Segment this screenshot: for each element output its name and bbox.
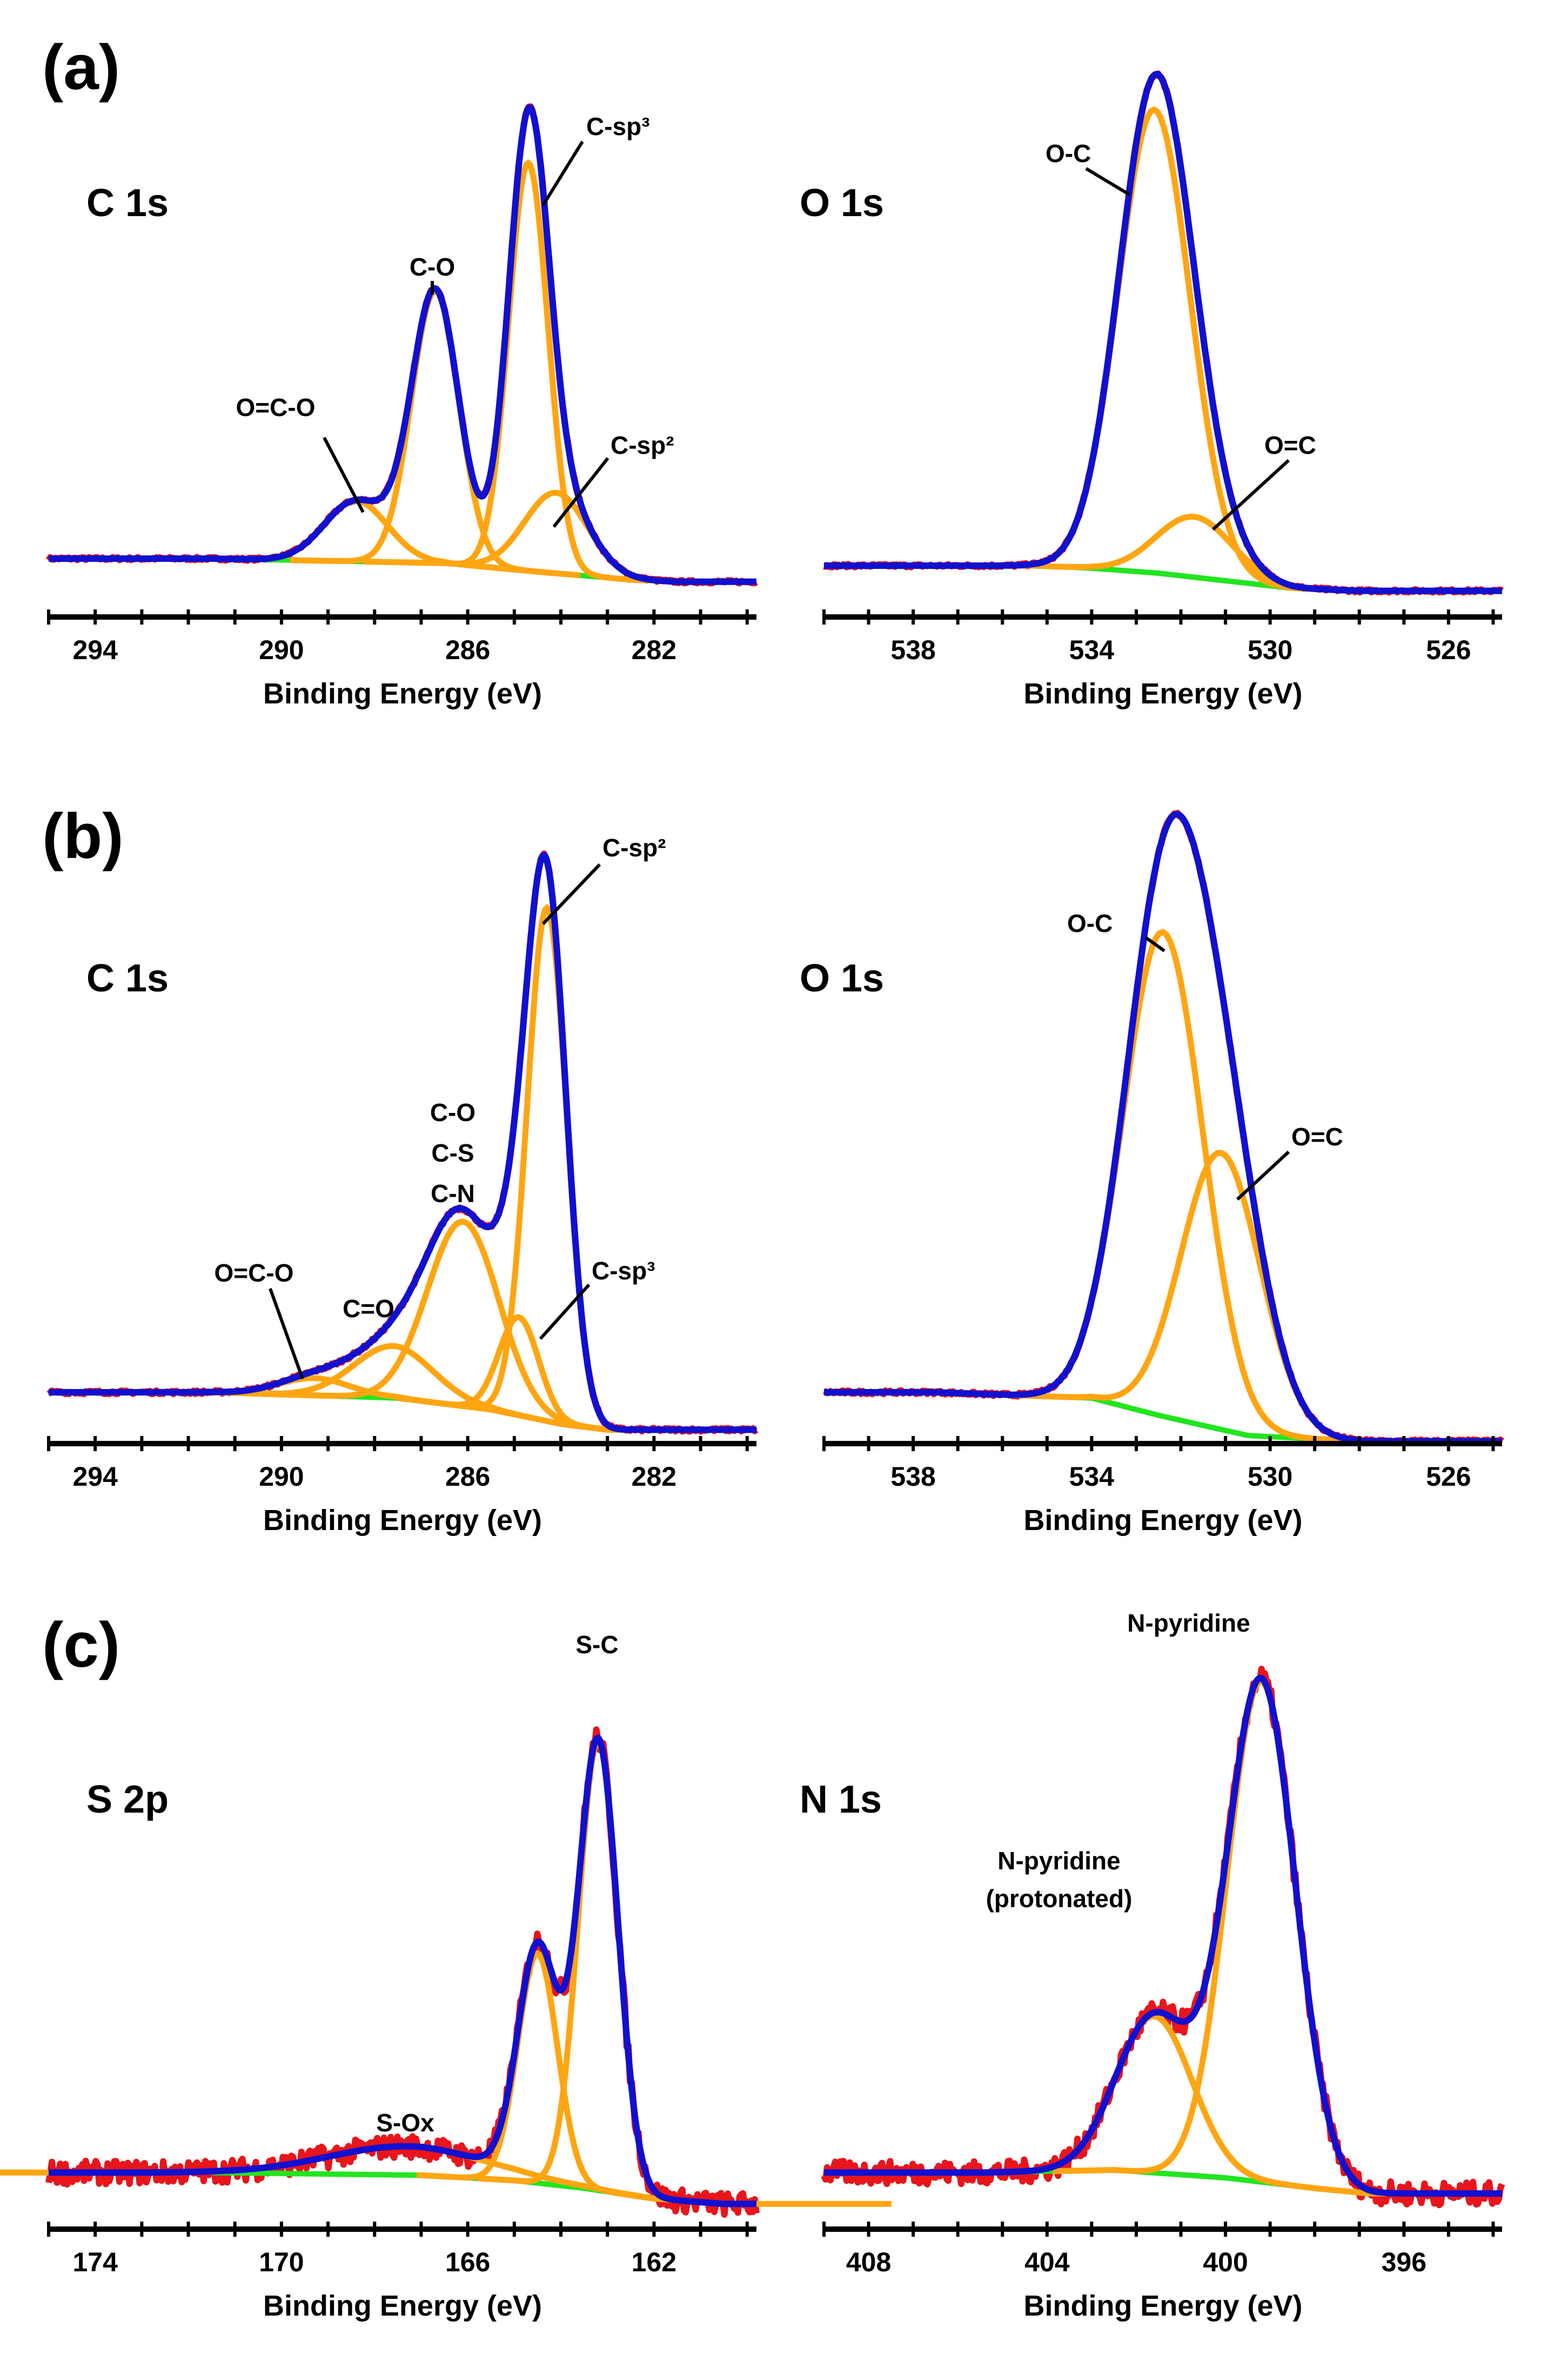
x-tick-label: 526 xyxy=(1426,635,1471,665)
x-axis-label: Binding Energy (eV) xyxy=(1023,677,1302,710)
peak-label-b-csp2: C-sp² xyxy=(602,834,666,862)
panel-a-c1s: 294 290 286 282 Binding Energy (eV) xyxy=(45,103,758,710)
peak-label-a-odc: O=C xyxy=(1264,431,1316,459)
x-tick-label: 538 xyxy=(890,1461,935,1492)
x-tick-label: 290 xyxy=(259,635,304,665)
panel-title-b-c1s: C 1s xyxy=(86,957,169,1000)
x-tick-label: 534 xyxy=(1069,1461,1115,1492)
peak-label-b-cn: C-N xyxy=(431,1179,475,1208)
panel-title-a-o1s: O 1s xyxy=(800,182,884,225)
peak-label-c-sox: S-Ox xyxy=(376,2109,434,2137)
peak-label-b-ococ: O=C-O xyxy=(215,1259,294,1287)
peak-label-b-cs: C-S xyxy=(431,1139,474,1167)
annotation-leader-line xyxy=(323,437,365,513)
x-tick-label: 162 xyxy=(632,2247,676,2277)
panel-title-c-s2p: S 2p xyxy=(86,1778,169,1821)
envelope-fit-line xyxy=(822,1674,1504,2197)
x-tick-label: 286 xyxy=(445,635,490,665)
panel-c-n1s: 408 404 400 396 Binding Energy (eV) xyxy=(821,1666,1505,2322)
peak-label-a-co: C-O xyxy=(410,253,455,281)
panel-title-c-n1s: N 1s xyxy=(800,1778,882,1821)
x-axis-label: Binding Energy (eV) xyxy=(263,677,542,710)
x-tick-label: 294 xyxy=(72,1461,118,1492)
peak-label-a-csp2: C-sp² xyxy=(611,431,674,459)
x-tick-label: 404 xyxy=(1024,2247,1070,2277)
panel-title-a-c1s: C 1s xyxy=(86,182,169,225)
panel-b-o1s: 538 534 530 526 Binding Energy (eV) xyxy=(822,809,1505,1537)
peak-label-c-sc: S-C xyxy=(575,1631,618,1659)
peak-label-c-protonated: (protonated) xyxy=(986,1884,1133,1913)
x-tick-label: 282 xyxy=(632,1461,676,1492)
annotation-leader-line xyxy=(539,1283,591,1340)
x-axis-label: Binding Energy (eV) xyxy=(1023,1504,1302,1537)
peak-label-c-npyr-prot: N-pyridine xyxy=(997,1847,1120,1875)
x-tick-label: 408 xyxy=(846,2247,891,2277)
peak-label-b-odc: O=C xyxy=(1291,1123,1343,1151)
annotation-leader-line xyxy=(552,457,609,528)
peak-label-a-csp3: C-sp³ xyxy=(586,112,650,140)
peak-label-b-oc: O-C xyxy=(1067,909,1113,937)
x-tick-label: 534 xyxy=(1069,635,1115,665)
panel-title-b-o1s: O 1s xyxy=(800,957,884,1000)
x-tick-label: 282 xyxy=(632,635,676,665)
peak-label-a-ococ: O=C-O xyxy=(236,393,316,421)
x-tick-label: 170 xyxy=(259,2247,304,2277)
panel-b-c1s: 294 290 286 282 Binding Energy (eV) xyxy=(46,850,759,1537)
row-label-a: (a) xyxy=(42,32,120,103)
x-axis-label: Binding Energy (eV) xyxy=(263,1504,542,1537)
x-tick-label: 396 xyxy=(1382,2247,1426,2277)
annotation-leader-line xyxy=(1085,167,1130,196)
panel-a-o1s: 538 534 530 526 Binding Energy (eV) xyxy=(822,70,1504,710)
x-tick-label: 286 xyxy=(445,1461,490,1492)
x-tick-label: 530 xyxy=(1248,635,1292,665)
peak-label-a-oc: O-C xyxy=(1046,139,1091,167)
peak-label-c-npyr: N-pyridine xyxy=(1127,1609,1250,1637)
x-tick-label: 400 xyxy=(1203,2247,1248,2277)
annotation-leader-line xyxy=(1211,459,1290,531)
envelope-fit-line xyxy=(47,104,758,585)
peak-label-b-cdo: C=O xyxy=(343,1294,394,1323)
envelope-fit-line xyxy=(47,851,758,1433)
row-label-b: (b) xyxy=(42,801,124,872)
x-axis-label: Binding Energy (eV) xyxy=(263,2290,542,2322)
envelope-fit-line xyxy=(822,71,1504,594)
x-tick-label: 290 xyxy=(259,1461,304,1492)
x-tick-label: 174 xyxy=(72,2247,118,2277)
envelope-fit-line xyxy=(47,1734,758,2208)
annotation-leader-line xyxy=(269,1287,304,1380)
x-tick-label: 166 xyxy=(445,2247,490,2277)
panel-c-s2p: 174 170 166 162 Binding Energy (eV) xyxy=(0,1726,892,2322)
row-label-c: (c) xyxy=(42,1609,120,1681)
x-tick-label: 530 xyxy=(1248,1461,1292,1492)
component-peak-s-2p1-2 xyxy=(416,1950,659,2202)
annotation-leader-line xyxy=(1144,936,1165,952)
annotation-leader-line xyxy=(1236,1150,1290,1201)
peak-label-b-co: C-O xyxy=(430,1098,475,1126)
annotation-leader-line xyxy=(541,863,601,925)
x-tick-label: 538 xyxy=(890,635,935,665)
x-tick-label: 526 xyxy=(1426,1461,1471,1492)
peak-label-b-csp3: C-sp³ xyxy=(592,1257,655,1285)
annotation-leader-line xyxy=(541,140,584,206)
x-tick-label: 294 xyxy=(72,635,118,665)
x-axis-label: Binding Energy (eV) xyxy=(1023,2290,1302,2322)
